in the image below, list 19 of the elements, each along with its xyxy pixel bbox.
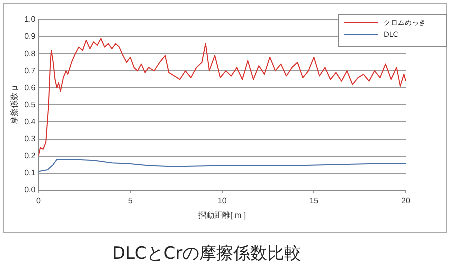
- y-tick-label: 0.0: [24, 186, 36, 195]
- y-tick-label: 0.3: [24, 134, 36, 144]
- y-tick-label: 0.5: [24, 100, 36, 110]
- x-tick-label: 15: [310, 196, 320, 206]
- y-tick-label: 0.2: [24, 152, 36, 161]
- y-tick-label: 0.1: [24, 168, 36, 178]
- y-axis-title: 摩擦係数 μ: [10, 85, 20, 125]
- y-tick-label: 0.9: [24, 32, 36, 42]
- y-tick-label: 0.6: [24, 83, 36, 92]
- y-tick-label: 1.0: [24, 15, 36, 24]
- x-tick-label: 5: [128, 196, 134, 206]
- x-tick-label: 20: [402, 196, 411, 206]
- y-tick-label: 0.8: [24, 49, 36, 58]
- y-tick-label: 0.4: [24, 117, 36, 126]
- y-tick-label: 0.7: [24, 66, 36, 76]
- text: DLCとCrの摩擦係数比較: [112, 244, 302, 264]
- x-axis-title: 摺動距離[ m ]: [198, 211, 246, 220]
- x-tick-label: 10: [218, 196, 228, 206]
- x-tick-label: 0: [36, 196, 42, 206]
